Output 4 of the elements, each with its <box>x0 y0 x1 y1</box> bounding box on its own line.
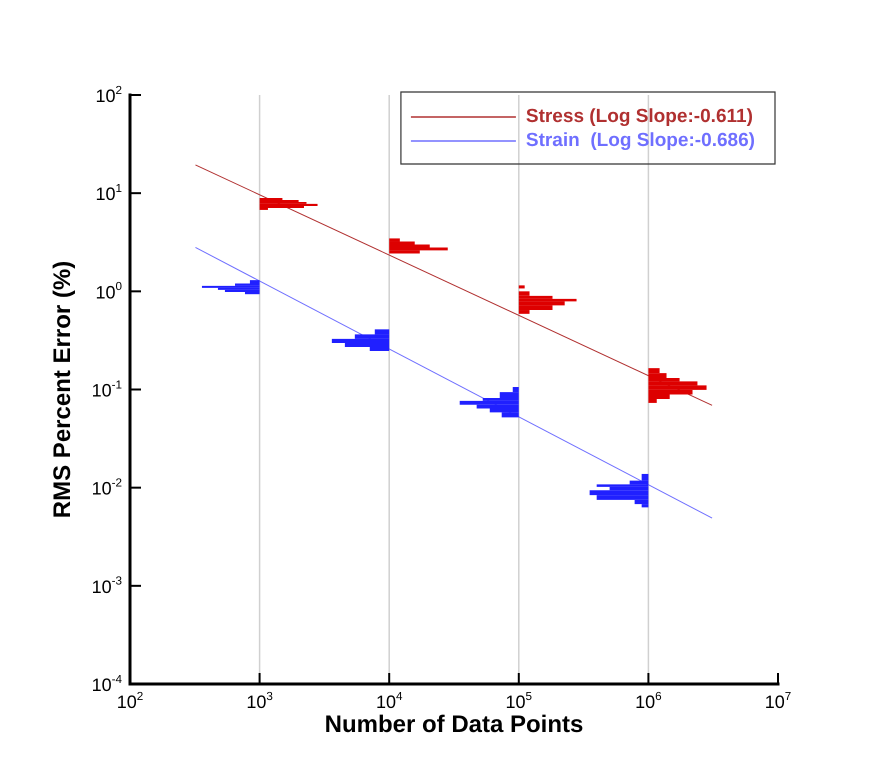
x-axis-title: Number of Data Points <box>324 711 584 738</box>
text: Strain (Log Slope:-0.686) <box>526 130 756 152</box>
text: Stress (Log Slope:-0.611) <box>526 106 753 128</box>
y-axis-title: RMS Percent Error (%) <box>49 260 76 518</box>
